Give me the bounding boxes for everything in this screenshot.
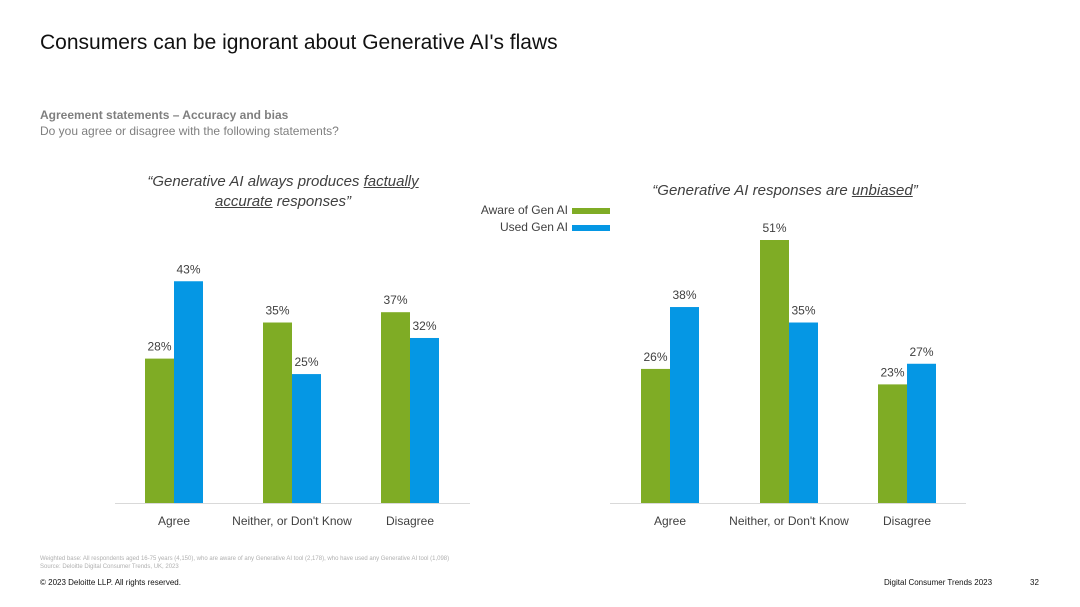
chart2-category-label-2: Disagree: [883, 514, 931, 528]
chart2-data-label-aware-2: 23%: [880, 365, 904, 379]
chart2-category-label-0: Agree: [654, 514, 686, 528]
chart2-bar-used-1: [789, 322, 818, 503]
legend-item-used: Used Gen AI: [440, 220, 620, 236]
page-title: Consumers can be ignorant about Generati…: [40, 31, 558, 54]
report-name: Digital Consumer Trends 2023: [884, 578, 993, 587]
footnote-source: Source: Deloitte Digital Consumer Trends…: [40, 564, 179, 570]
chart2-data-label-aware-1: 51%: [762, 221, 786, 235]
chart1-title-underline: factually accurate: [215, 173, 419, 210]
chart2-bar-aware-0: [641, 368, 670, 503]
chart2-bar-aware-2: [878, 384, 907, 503]
chart1-category-label-0: Agree: [158, 514, 190, 528]
chart1-data-label-used-1: 25%: [294, 355, 318, 369]
footnote-base: Weighted base: All respondents aged 16-7…: [40, 556, 450, 562]
chart2-data-label-used-1: 35%: [791, 304, 815, 318]
chart1-bar-aware-1: [263, 322, 292, 503]
legend-label-aware: Aware of Gen AI: [480, 203, 568, 217]
chart1-category-label-2: Disagree: [386, 514, 434, 528]
chart1-bar-aware-0: [145, 358, 174, 503]
legend-item-aware: Aware of Gen AI: [440, 203, 620, 219]
chart2-data-label-aware-0: 26%: [643, 350, 667, 364]
chart2-bar-used-0: [670, 307, 699, 503]
legend-swatch-used: [572, 225, 610, 231]
chart1-data-label-used-0: 43%: [176, 262, 200, 276]
section-subtitle: Agreement statements – Accuracy and bias: [40, 108, 289, 122]
chart1-data-label-aware-2: 37%: [383, 293, 407, 307]
chart2-title-underline: unbiased: [851, 182, 913, 199]
page-number: 32: [1030, 578, 1039, 587]
chart1-title-after: responses”: [272, 193, 351, 210]
chart1-data-label-used-2: 32%: [412, 319, 436, 333]
chart2-data-label-used-2: 27%: [909, 345, 933, 359]
chart1-data-label-aware-1: 35%: [265, 304, 289, 318]
chart1-bar-used-2: [410, 337, 439, 503]
chart2-title-before: “Generative AI responses are: [652, 182, 852, 199]
legend-label-used: Used Gen AI: [499, 220, 568, 234]
chart1-title-before: “Generative AI always produces: [147, 173, 364, 190]
legend-swatch-aware: [572, 208, 610, 214]
chart2-title: “Generative AI responses are unbiased”: [620, 181, 950, 201]
chart2-title-after: ”: [912, 182, 918, 199]
chart1-bar-used-0: [174, 281, 203, 503]
chart1-data-label-aware-0: 28%: [147, 340, 171, 354]
chart2-bar-aware-1: [760, 240, 789, 503]
chart1-title: “Generative AI always produces factually…: [128, 172, 438, 212]
chart2-category-label-1: Neither, or Don't Know: [729, 514, 849, 528]
chart1-bar-aware-2: [381, 312, 410, 503]
question-text: Do you agree or disagree with the follow…: [40, 124, 339, 138]
chart2-data-label-used-0: 38%: [672, 288, 696, 302]
chart1-category-label-1: Neither, or Don't Know: [232, 514, 352, 528]
chart2-bar-used-2: [907, 363, 936, 503]
chart1-bar-used-1: [292, 374, 321, 503]
copyright: © 2023 Deloitte LLP. All rights reserved…: [40, 578, 181, 587]
